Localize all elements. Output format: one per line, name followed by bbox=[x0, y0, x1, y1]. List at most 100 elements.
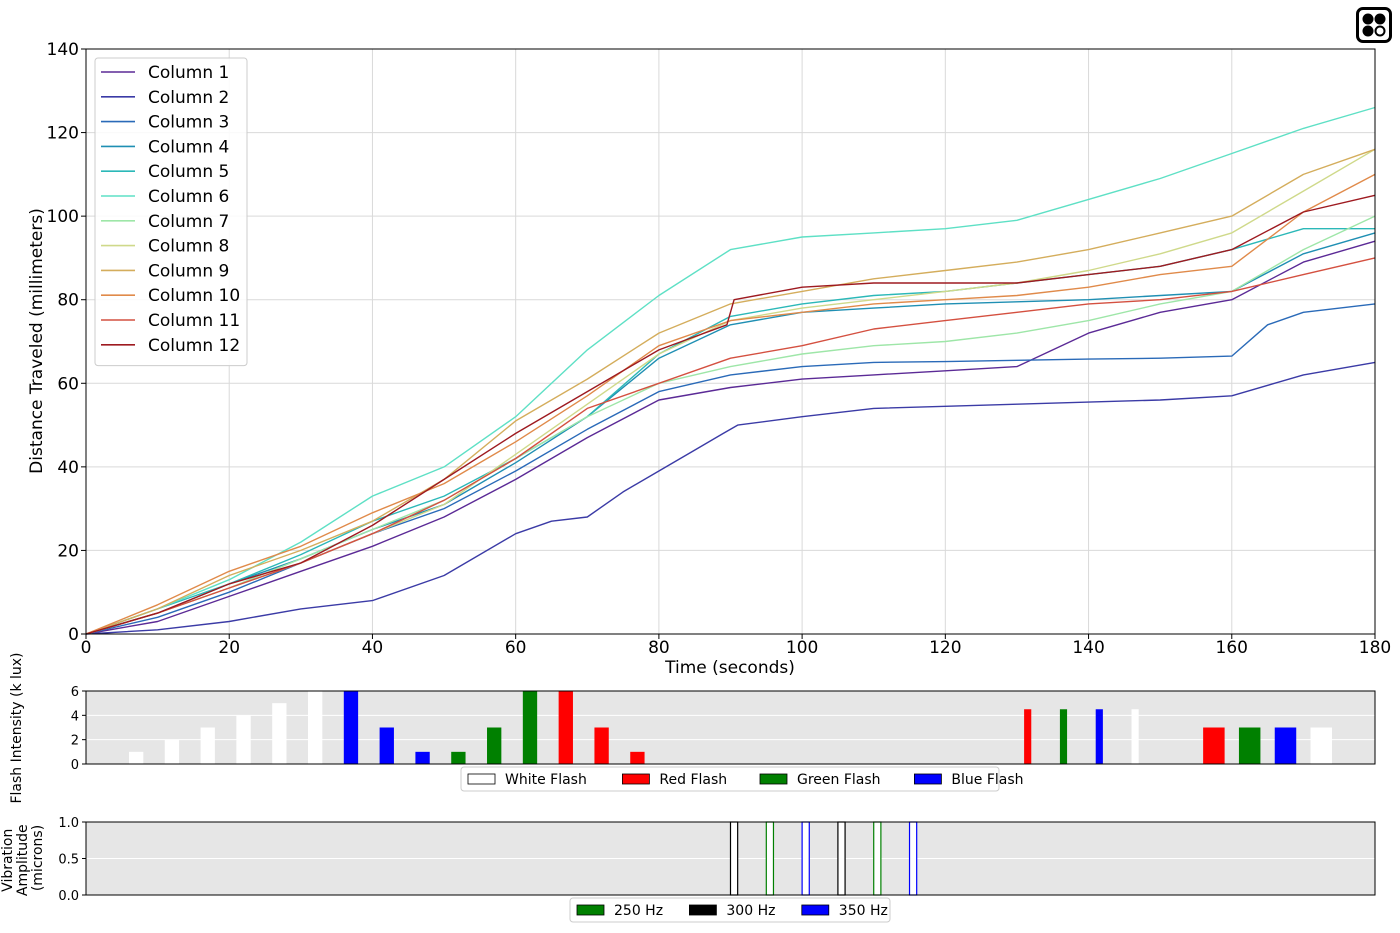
legend-box bbox=[460, 766, 1000, 792]
legend-label: Column 2 bbox=[148, 88, 229, 108]
legend-swatch bbox=[689, 904, 717, 916]
bar-white-flash bbox=[236, 715, 251, 764]
x-tick-label: 120 bbox=[929, 638, 961, 658]
legend-label: White Flash bbox=[505, 772, 587, 788]
bar-250-hz bbox=[765, 821, 775, 896]
distance-chart-grid bbox=[85, 48, 1376, 635]
bar-white-flash bbox=[164, 739, 180, 764]
legend-label: Column 3 bbox=[148, 113, 229, 133]
legend-label: Column 11 bbox=[148, 311, 240, 331]
y-tick-label: 0 bbox=[71, 758, 79, 773]
y-tick-label: 100 bbox=[47, 207, 79, 227]
bar-blue-flash bbox=[415, 751, 430, 764]
legend-label: 350 Hz bbox=[839, 903, 888, 919]
series-line-column-10 bbox=[85, 173, 1376, 635]
legend-label: Red Flash bbox=[659, 772, 727, 788]
x-tick-label: 0 bbox=[81, 638, 92, 658]
bar-green-flash bbox=[451, 751, 466, 764]
bar-blue-flash bbox=[1274, 727, 1297, 764]
y-tick-label: 0.5 bbox=[58, 853, 79, 868]
bar-white-flash bbox=[307, 691, 323, 764]
legend-label: Column 1 bbox=[148, 63, 229, 83]
vibration-chart-y-label: Vibration Amplitude (microns) bbox=[0, 820, 46, 896]
legend-label: Column 8 bbox=[148, 237, 229, 257]
legend-swatch bbox=[622, 773, 650, 785]
bar-350-hz bbox=[908, 821, 918, 896]
legend-box bbox=[94, 57, 248, 367]
series-line-column-4 bbox=[85, 232, 1376, 635]
y-tick-label: 6 bbox=[71, 685, 79, 700]
x-tick-label: 20 bbox=[218, 638, 240, 658]
bar-250-hz bbox=[873, 821, 882, 896]
bar-white-flash bbox=[272, 703, 287, 764]
bar-white-flash bbox=[128, 751, 144, 764]
vibration-chart-y-label-line-1: Vibration bbox=[0, 829, 16, 892]
flash-chart-y-label-line-1: Flash Intensity (k lux) bbox=[9, 652, 25, 803]
bar-green-flash bbox=[1238, 727, 1261, 764]
legend-label: Green Flash bbox=[797, 772, 881, 788]
y-tick-label: 4 bbox=[71, 709, 79, 724]
series-line-column-9 bbox=[85, 148, 1376, 635]
series-line-column-12 bbox=[85, 194, 1376, 635]
bar-green-flash bbox=[522, 691, 538, 764]
legend-label: Column 6 bbox=[148, 187, 229, 207]
flash-chart-y-ticks: 0 2 4 6 bbox=[71, 685, 86, 773]
legend-label: Column 7 bbox=[148, 212, 229, 232]
distance-chart-frame bbox=[85, 48, 1376, 635]
bar-green-flash bbox=[1059, 709, 1068, 764]
distance-chart: 0 20 40 60 80 100 120 140 160 180 0 20 40 60 80 100 120… bbox=[27, 40, 1391, 678]
legend-label: Column 10 bbox=[148, 286, 240, 306]
series-line-column-6 bbox=[85, 106, 1376, 635]
distance-chart-y-label: Distance Traveled (millimeters) bbox=[27, 208, 47, 474]
bar-350-hz bbox=[801, 821, 810, 896]
legend-label: Column 12 bbox=[148, 336, 240, 356]
y-tick-label: 80 bbox=[57, 291, 79, 311]
distance-chart-x-label: Time (seconds) bbox=[664, 658, 795, 678]
bar-blue-flash bbox=[343, 691, 359, 764]
bar-white-flash bbox=[200, 727, 215, 764]
vibration-chart-y-label-line-3: (microns) bbox=[30, 825, 46, 891]
vibration-chart-y-label-line-2: Amplitude bbox=[15, 824, 31, 896]
bar-red-flash bbox=[630, 751, 645, 764]
y-tick-label: 40 bbox=[57, 458, 79, 478]
distance-chart-legend: Column 1 Column 2 Column 3 Column 4 Column 5… bbox=[94, 57, 248, 367]
legend-label: 250 Hz bbox=[614, 903, 663, 919]
logo-icon-glyph bbox=[1362, 13, 1386, 37]
bar-blue-flash bbox=[1095, 709, 1103, 764]
x-tick-label: 80 bbox=[648, 638, 670, 658]
x-tick-label: 40 bbox=[362, 638, 384, 658]
series-line-column-1 bbox=[85, 240, 1376, 635]
legend-swatch bbox=[801, 904, 830, 916]
x-tick-label: 160 bbox=[1216, 638, 1248, 658]
y-tick-label: 1.0 bbox=[58, 816, 79, 831]
y-tick-label: 0.0 bbox=[58, 889, 79, 904]
vibration-chart: 0.00.51.0 Vibration Amplitude (microns) … bbox=[0, 816, 1376, 923]
bar-red-flash bbox=[558, 691, 573, 764]
flash-chart-y-label: Flash Intensity (k lux) bbox=[9, 652, 25, 803]
bar-white-flash bbox=[1310, 727, 1333, 764]
bar-300-hz bbox=[729, 821, 739, 896]
x-tick-label: 100 bbox=[786, 638, 818, 658]
legend-box bbox=[569, 897, 891, 923]
legend-swatch bbox=[576, 904, 605, 916]
series-line-column-5 bbox=[85, 227, 1375, 635]
series-line-column-2 bbox=[85, 361, 1376, 635]
vibration-chart-legend: 250 Hz 300 Hz 350 Hz bbox=[569, 897, 891, 923]
bar-green-flash bbox=[487, 727, 502, 764]
legend-label: 300 Hz bbox=[726, 903, 775, 919]
legend-label: Column 5 bbox=[148, 162, 229, 182]
flash-chart-bars bbox=[128, 691, 1333, 764]
y-tick-label: 120 bbox=[47, 124, 79, 144]
bar-red-flash bbox=[1024, 709, 1032, 764]
legend-swatch bbox=[914, 773, 942, 785]
y-tick-label: 0 bbox=[68, 625, 79, 645]
bar-red-flash bbox=[1203, 727, 1225, 764]
series-line-column-3 bbox=[85, 303, 1376, 635]
y-tick-label: 140 bbox=[47, 40, 79, 60]
distance-chart-lines bbox=[85, 106, 1376, 635]
legend-label: Column 4 bbox=[148, 137, 229, 157]
legend-swatch bbox=[467, 773, 496, 785]
x-tick-label: 180 bbox=[1359, 638, 1391, 658]
vibration-chart-y-ticks: 0.0 0.5 1.0 bbox=[58, 816, 86, 904]
